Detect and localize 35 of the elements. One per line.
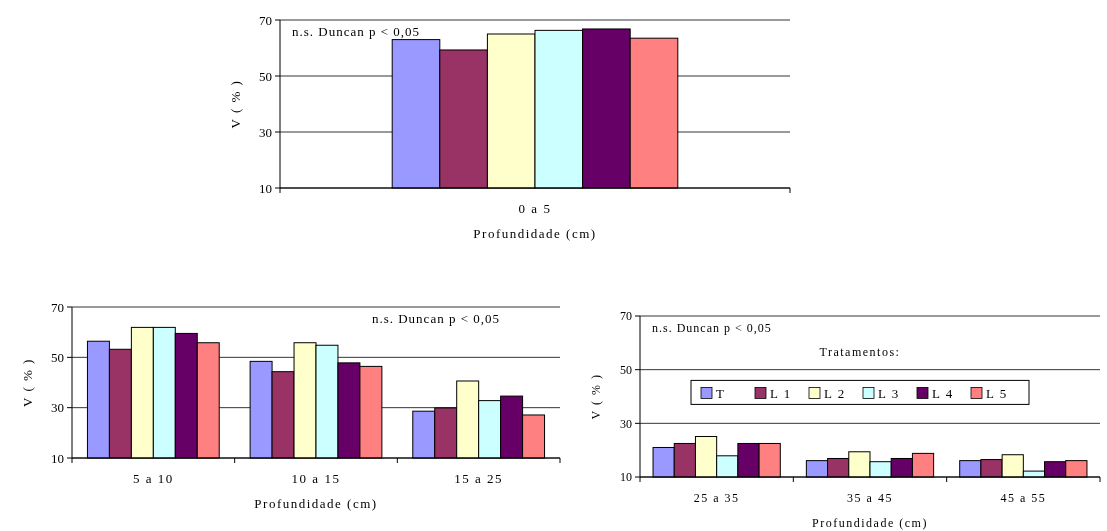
y-tick-label: 10 — [51, 450, 64, 466]
x-axis-title: Profundidade (cm) — [812, 516, 928, 530]
x-tick-label: 10 a 15 — [291, 471, 341, 486]
y-tick-label: 30 — [51, 400, 64, 416]
y-axis-title: V ( % ) — [228, 79, 243, 129]
y-axis-title: V ( % ) — [20, 358, 35, 407]
legend-label: L 5 — [986, 386, 1008, 402]
x-tick-label: 25 a 35 — [693, 491, 740, 505]
legend-label: L 1 — [770, 386, 792, 402]
x-axis-title: Profundidade (cm) — [254, 496, 378, 511]
x-axis-title: Profundidade (cm) — [473, 226, 597, 241]
y-axis-title: V ( % ) — [589, 373, 603, 420]
y-tick-label: 70 — [259, 12, 272, 28]
y-tick-label: 10 — [259, 180, 272, 196]
y-tick-label: 70 — [620, 309, 632, 324]
annotation: n.s. Duncan p < 0,05 — [371, 311, 500, 326]
annotation: n.s. Duncan p < 0,05 — [292, 24, 421, 39]
y-tick-label: 50 — [51, 349, 64, 365]
x-tick-label: 15 a 25 — [454, 471, 504, 486]
x-tick-label: 0 a 5 — [518, 201, 552, 216]
legend-label: L 3 — [878, 386, 900, 402]
legend-label: L 2 — [824, 386, 846, 402]
x-tick-label: 5 a 10 — [132, 471, 174, 486]
y-tick-label: 10 — [620, 470, 632, 485]
y-tick-label: 30 — [620, 416, 632, 431]
legend-label: T — [716, 386, 726, 402]
y-tick-label: 70 — [51, 299, 64, 315]
legend-label: L 4 — [932, 386, 954, 402]
legend-title: Tratamentos: — [819, 345, 901, 360]
x-tick-label: 35 a 45 — [847, 491, 893, 505]
y-tick-label: 30 — [259, 124, 272, 140]
annotation: n.s. Duncan p < 0,05 — [652, 321, 772, 335]
y-tick-label: 50 — [620, 362, 632, 377]
y-tick-label: 50 — [259, 68, 272, 84]
x-tick-label: 45 a 55 — [1000, 491, 1047, 505]
